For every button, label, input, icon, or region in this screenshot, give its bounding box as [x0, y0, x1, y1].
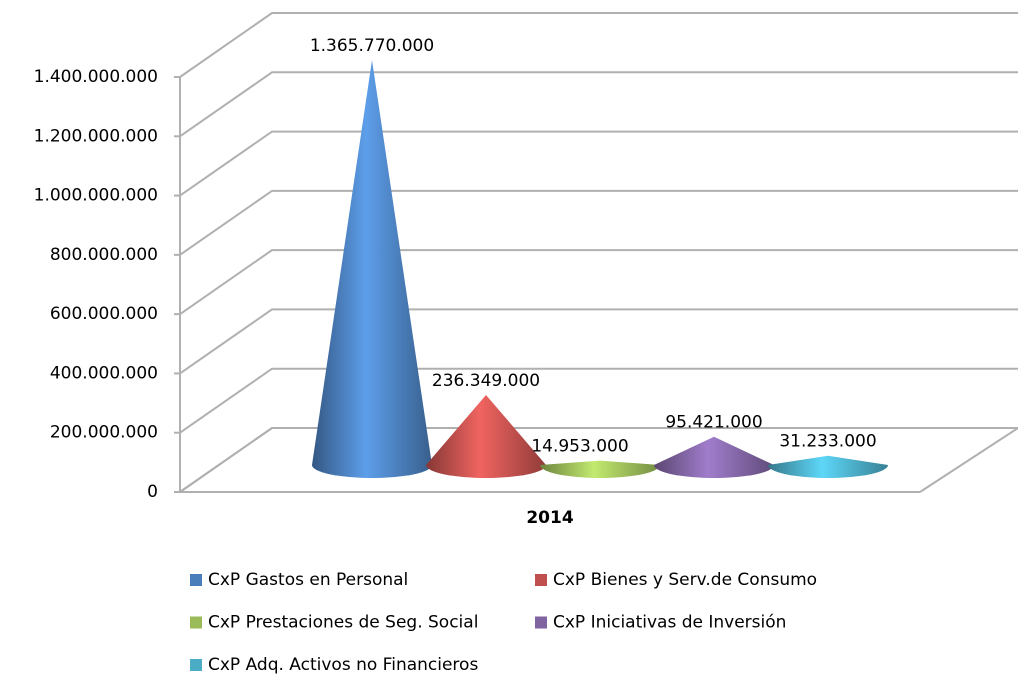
grid-line: [179, 130, 1018, 197]
y-tick-label: 0: [147, 482, 158, 502]
legend-label: CxP Gastos en Personal: [208, 570, 408, 590]
y-tick-label: 1.200.000.000: [34, 126, 158, 146]
y-tick-label: 800.000.000: [50, 245, 158, 265]
legend-label: CxP Bienes y Serv.de Consumo: [553, 570, 817, 590]
cone: [654, 436, 774, 478]
cone: [540, 460, 660, 478]
y-tick-label: 200.000.000: [50, 423, 158, 443]
y-tick-label: 600.000.000: [50, 304, 158, 324]
cone: [312, 60, 432, 478]
y-tick-label: 1.400.000.000: [34, 67, 158, 87]
cone: [426, 394, 546, 478]
grid-line: [179, 12, 1018, 78]
floor-edge: [919, 427, 1018, 493]
y-tick-label: 1.000.000.000: [34, 186, 158, 206]
legend-swatch: [190, 574, 202, 586]
grid-line: [179, 427, 1018, 493]
legend-label: CxP Iniciativas de Inversión: [553, 613, 786, 633]
legend-swatch: [535, 574, 547, 586]
legend-label: CxP Prestaciones de Seg. Social: [208, 613, 478, 633]
grid-line: [179, 249, 1018, 315]
grid-line: [179, 189, 1018, 256]
data-label: 236.349.000: [432, 371, 540, 391]
data-label: 14.953.000: [531, 437, 628, 457]
data-label: 1.365.770.000: [310, 36, 434, 56]
legend-swatch: [535, 616, 547, 629]
legend-swatch: [190, 659, 202, 671]
grid-line: [179, 308, 1018, 375]
cone: [768, 455, 888, 478]
data-label: 31.233.000: [779, 432, 876, 452]
grid-line: [179, 367, 1018, 434]
legend-swatch: [190, 616, 202, 629]
data-label: 95.421.000: [665, 413, 762, 433]
y-tick-label: 400.000.000: [50, 363, 158, 383]
x-tick-label: 2014: [526, 508, 573, 528]
grid-line: [179, 71, 1018, 138]
legend-label: CxP Adq. Activos no Financieros: [208, 655, 478, 675]
